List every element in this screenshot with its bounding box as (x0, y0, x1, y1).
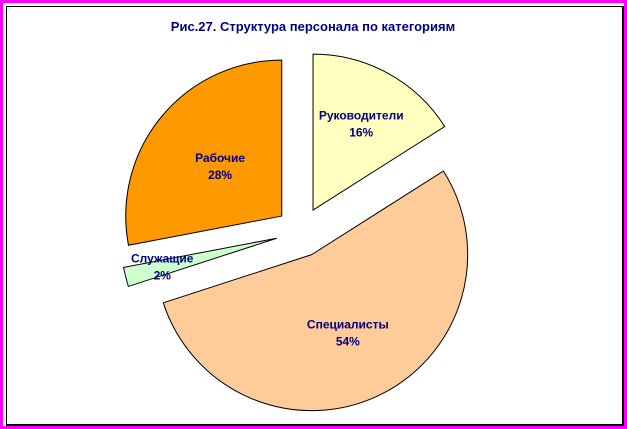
pie-chart: Руководители 16% Специалисты 54% Служащие 2% Р… (122, 53, 469, 412)
chart-area: Рис.27. Структура персонала по категория… (6, 6, 624, 426)
slice-value-label-2: 2% (154, 269, 172, 283)
chart-title: Рис.27. Структура персонала по категория… (170, 19, 456, 34)
pie-slice-3 (125, 59, 283, 246)
slice-value-label-0: 16% (349, 125, 373, 139)
pie-slice-1 (162, 170, 469, 412)
slice-label-2: Служащие (131, 252, 194, 266)
slice-value-label-1: 54% (336, 335, 360, 349)
slice-label-1: Специалисты (307, 318, 389, 332)
pie-slice-2 (122, 237, 277, 288)
pie-slice-0 (312, 53, 446, 212)
slice-label-0: Руководители (319, 108, 404, 122)
slice-label-3: Рабочие (195, 151, 245, 165)
slice-value-label-3: 28% (208, 168, 232, 182)
